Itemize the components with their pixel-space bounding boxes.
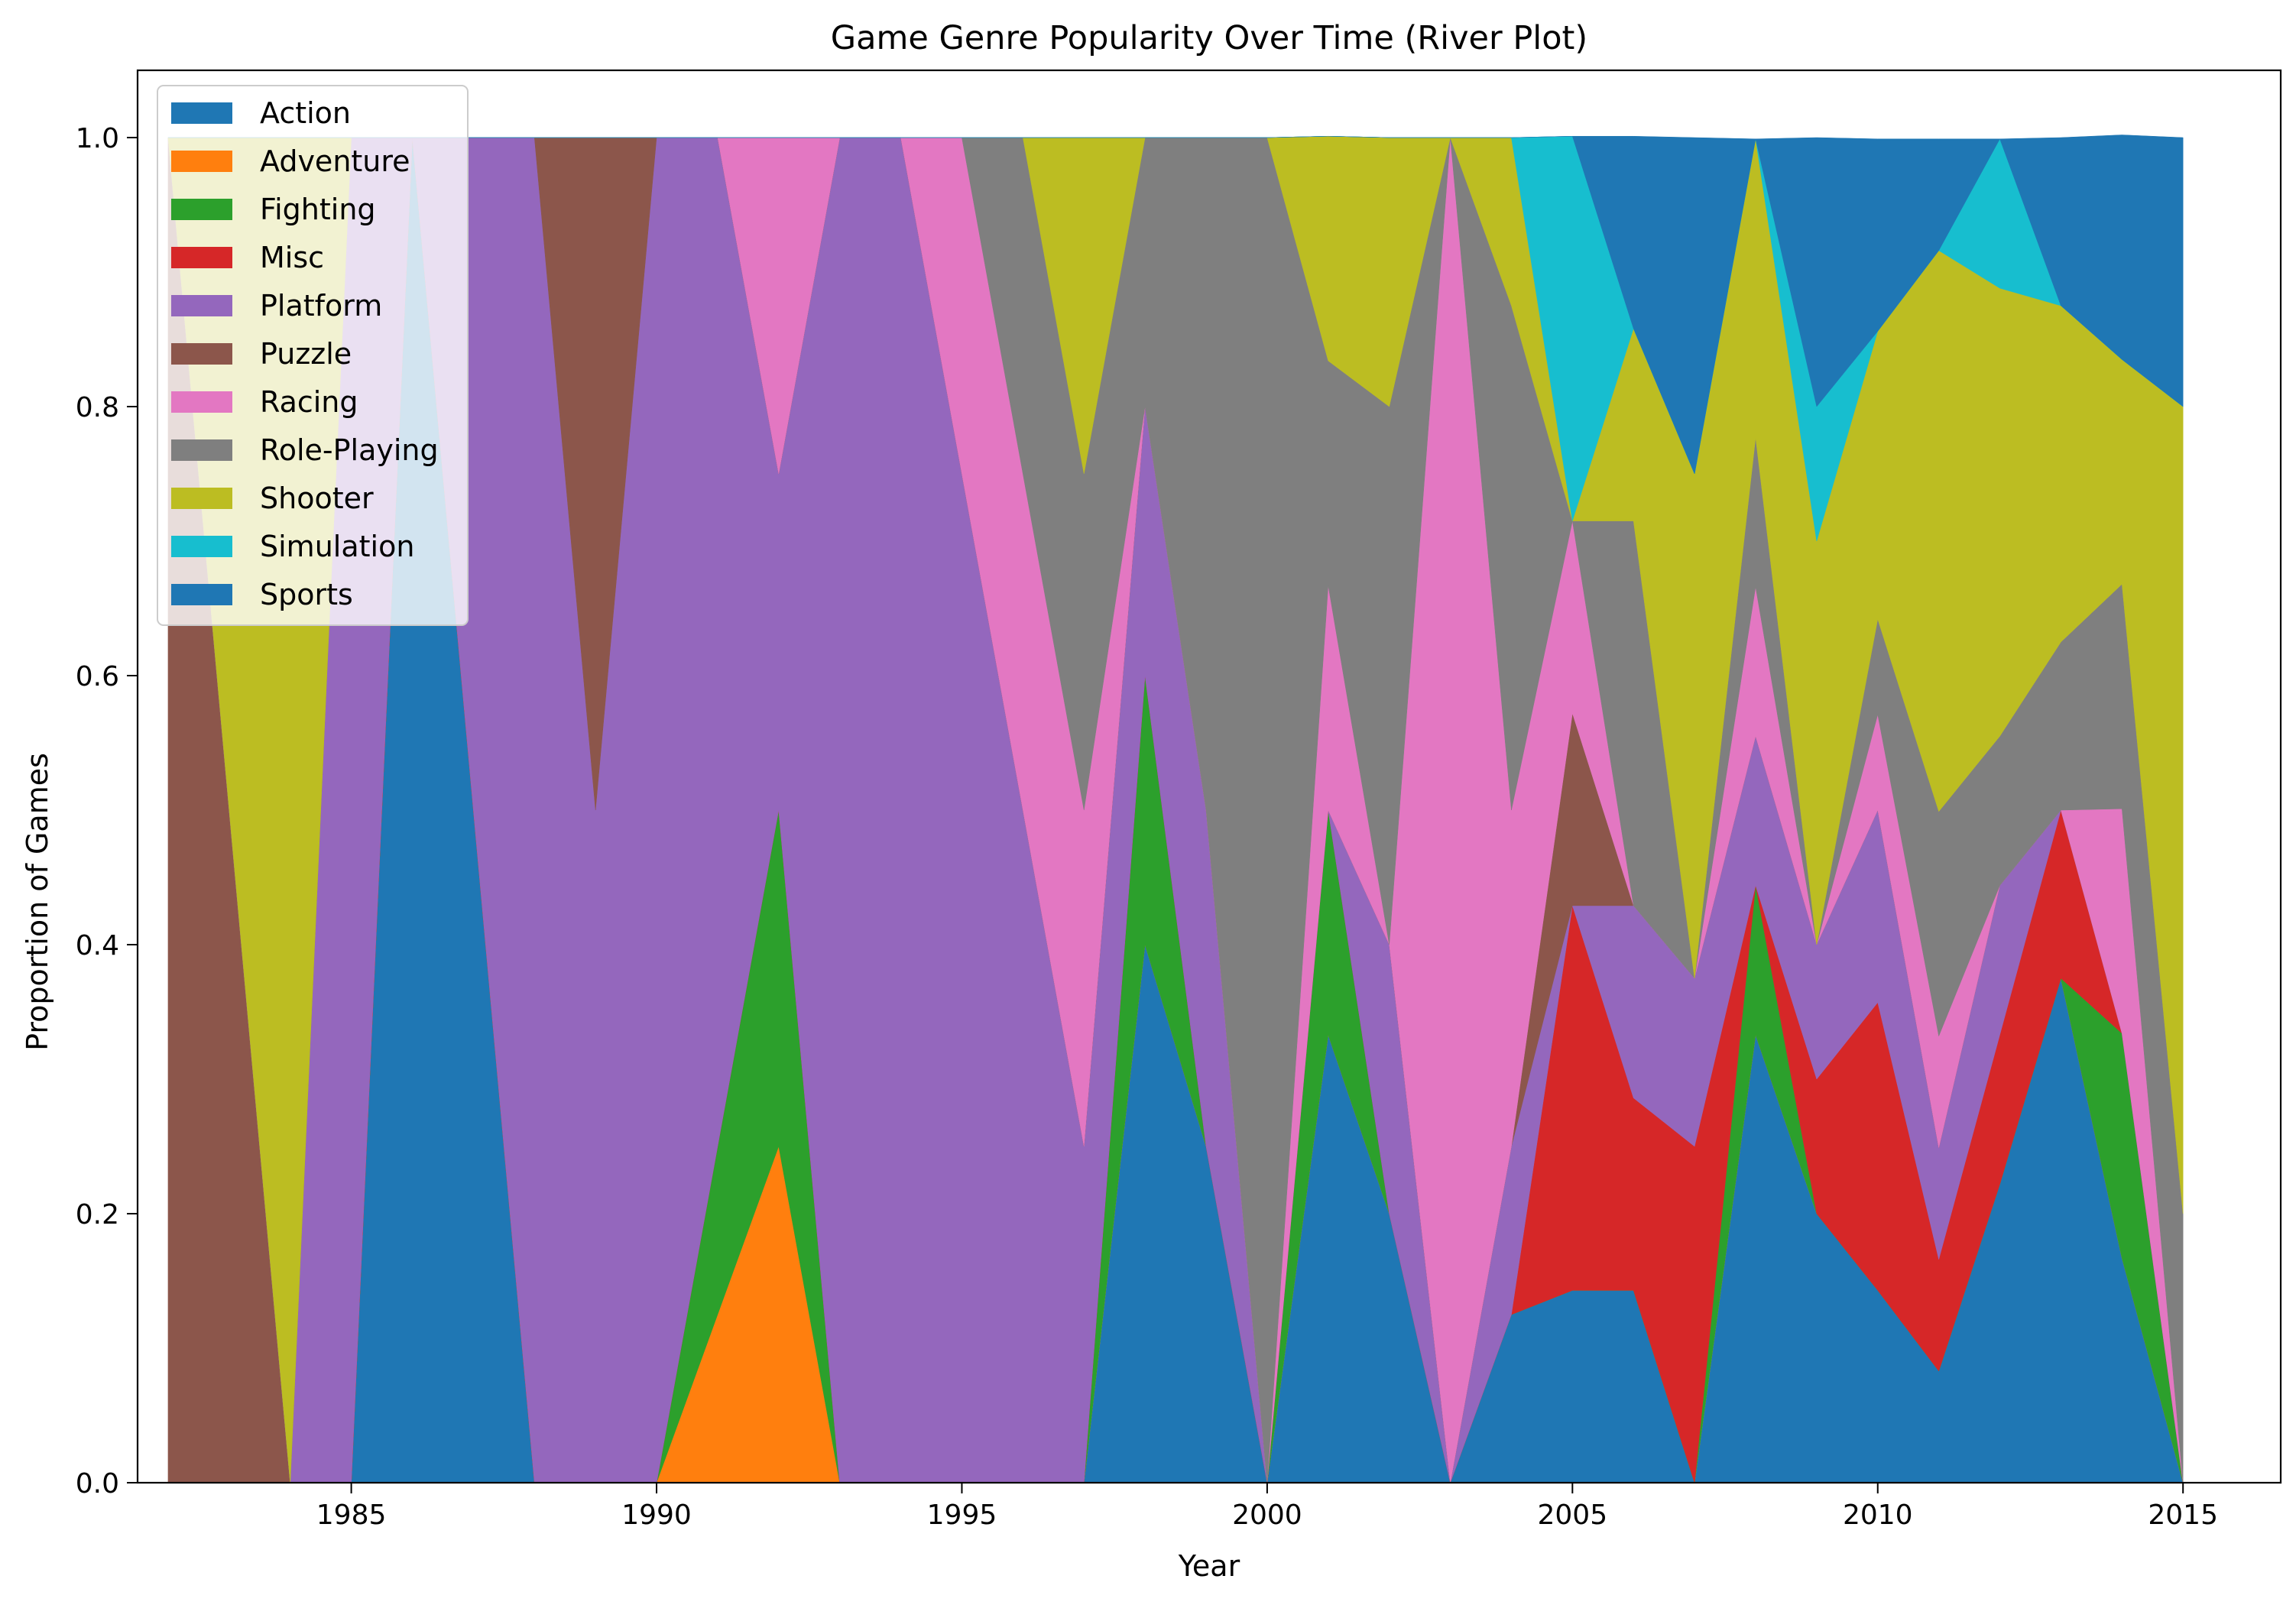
x-tick-label: 2010 bbox=[1843, 1500, 1913, 1531]
legend-swatch-platform bbox=[171, 295, 232, 316]
legend-label-shooter: Shooter bbox=[260, 481, 374, 515]
legend-swatch-puzzle bbox=[171, 343, 232, 365]
legend-swatch-adventure bbox=[171, 151, 232, 172]
legend-swatch-sports bbox=[171, 584, 232, 605]
legend-label-fighting: Fighting bbox=[260, 193, 376, 226]
y-tick-label: 0.8 bbox=[76, 392, 119, 423]
chart-title: Game Genre Popularity Over Time (River P… bbox=[831, 19, 1587, 57]
legend-label-simulation: Simulation bbox=[260, 530, 414, 563]
legend-label-racing: Racing bbox=[260, 385, 358, 419]
y-axis-ticks: 0.0 0.2 0.4 0.6 0.8 1.0 bbox=[76, 123, 138, 1500]
legend-swatch-shooter bbox=[171, 488, 232, 509]
x-tick-label: 1995 bbox=[927, 1500, 997, 1531]
legend-frame bbox=[157, 85, 469, 626]
legend-swatch-racing bbox=[171, 391, 232, 413]
x-axis-label: Year bbox=[1178, 1549, 1240, 1583]
y-tick-label: 0.6 bbox=[76, 661, 119, 692]
legend-label-action: Action bbox=[260, 96, 351, 130]
stacked-areas bbox=[167, 135, 2184, 1483]
x-tick-label: 2015 bbox=[2148, 1500, 2218, 1531]
y-tick-label: 1.0 bbox=[76, 123, 119, 154]
plot-frame bbox=[136, 69, 2282, 1484]
y-tick-label: 0.4 bbox=[76, 930, 119, 961]
area-sports bbox=[167, 135, 2184, 475]
legend-swatch-misc bbox=[171, 247, 232, 268]
x-tick-label: 2000 bbox=[1232, 1500, 1302, 1531]
legend-swatch-simulation bbox=[171, 536, 232, 557]
legend: Action Adventure Fighting Misc Platform Puzzl… bbox=[157, 85, 469, 626]
legend-swatch-fighting bbox=[171, 199, 232, 220]
x-tick-label: 2005 bbox=[1538, 1500, 1608, 1531]
legend-label-platform: Platform bbox=[260, 289, 382, 323]
x-tick-label: 1990 bbox=[621, 1500, 692, 1531]
legend-label-misc: Misc bbox=[260, 241, 324, 274]
legend-label-sports: Sports bbox=[260, 578, 353, 611]
y-tick-label: 0.2 bbox=[76, 1199, 119, 1230]
y-axis-label: Proportion of Games bbox=[21, 753, 54, 1051]
legend-label-puzzle: Puzzle bbox=[260, 337, 352, 371]
y-tick-label: 0.0 bbox=[76, 1468, 119, 1500]
legend-label-role-playing: Role-Playing bbox=[260, 433, 439, 467]
x-tick-label: 1985 bbox=[316, 1500, 387, 1531]
legend-label-adventure: Adventure bbox=[260, 144, 410, 178]
x-axis-ticks: 1985 1990 1995 2000 2005 2010 2015 bbox=[316, 1483, 2218, 1531]
legend-swatch-action bbox=[171, 102, 232, 124]
legend-swatch-role-playing bbox=[171, 439, 232, 461]
